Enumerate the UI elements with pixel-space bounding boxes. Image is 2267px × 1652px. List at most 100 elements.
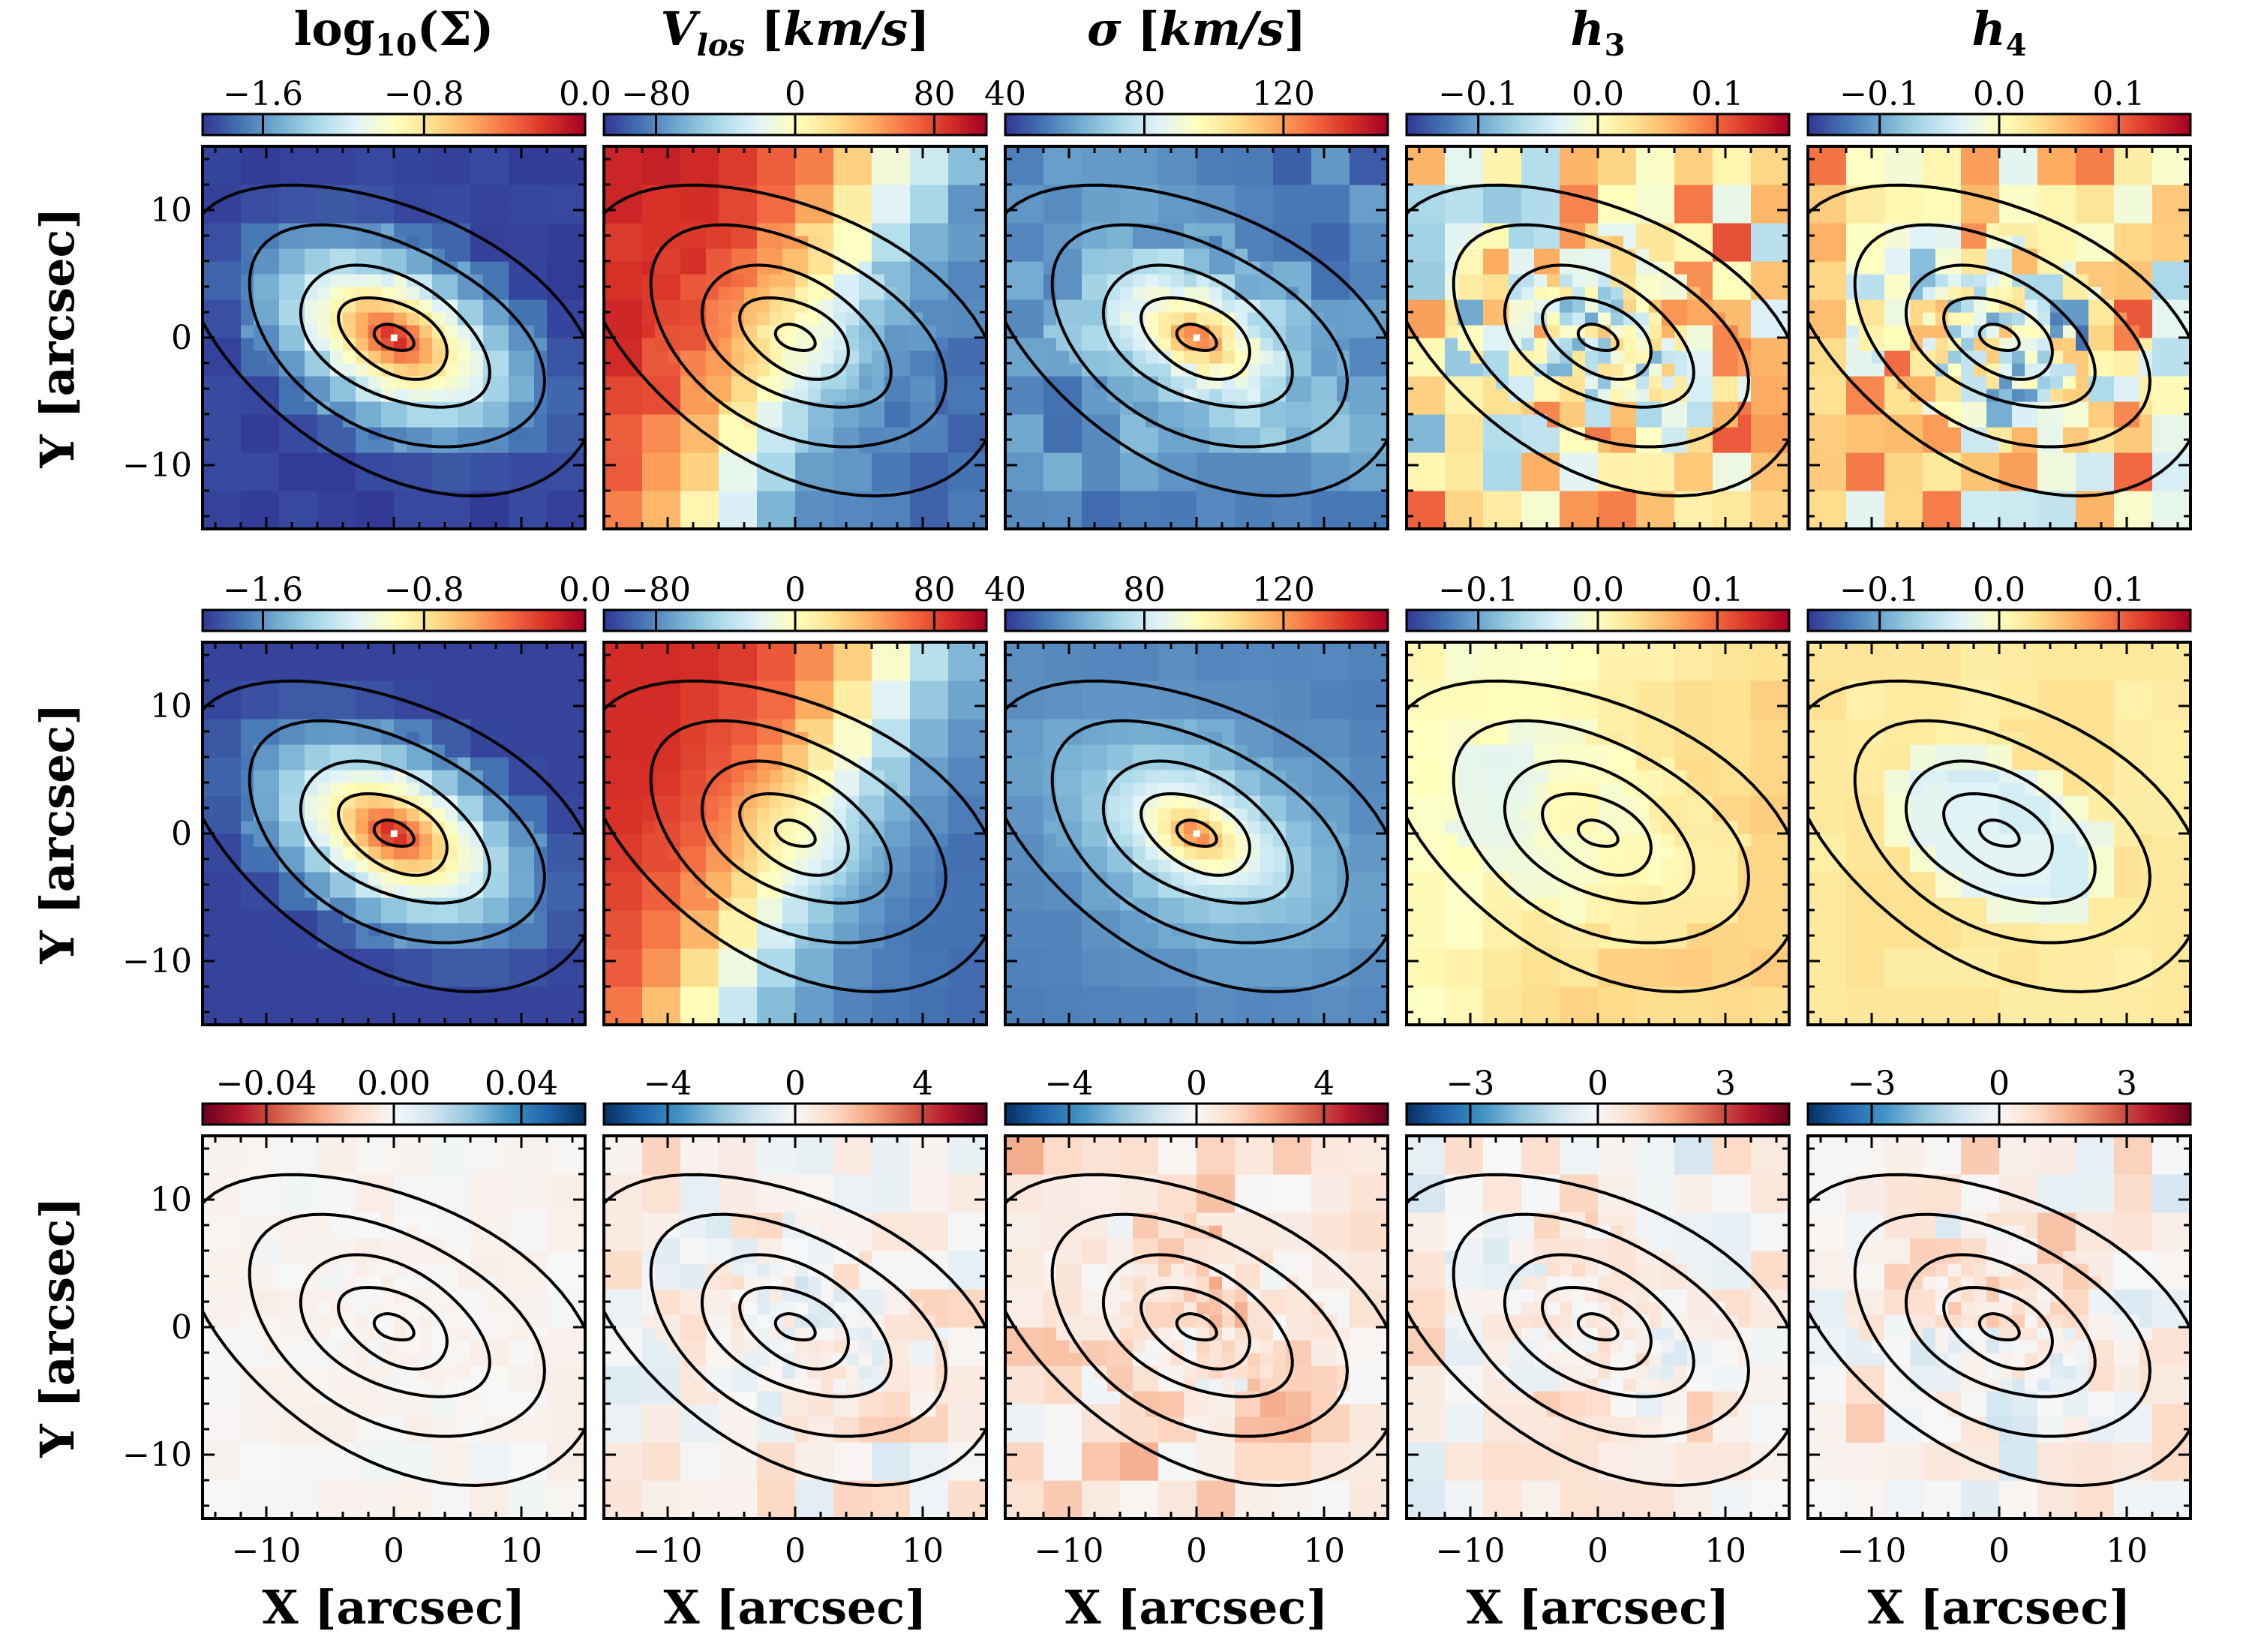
heatmap-cell bbox=[1611, 427, 1624, 440]
heatmap-cell bbox=[1375, 465, 1388, 479]
heatmap-cell bbox=[215, 287, 229, 300]
heatmap-cell bbox=[808, 210, 821, 224]
heatmap-cell bbox=[680, 516, 694, 529]
heatmap-cell bbox=[1776, 299, 1789, 313]
heatmap-cell bbox=[1833, 350, 1847, 364]
heatmap-cell bbox=[1107, 261, 1121, 275]
heatmap-cell bbox=[604, 287, 617, 300]
heatmap-cell bbox=[1725, 465, 1739, 479]
heatmap-cell bbox=[2025, 465, 2038, 479]
heatmap-cell bbox=[1725, 146, 1739, 160]
heatmap-cell bbox=[317, 172, 331, 185]
heatmap-cell bbox=[859, 414, 872, 428]
heatmap-cell bbox=[1069, 248, 1082, 262]
heatmap-cell bbox=[1974, 516, 1987, 529]
heatmap-cell bbox=[1910, 478, 1923, 491]
heatmap-cell bbox=[2025, 478, 2038, 491]
heatmap-cell bbox=[770, 350, 783, 364]
heatmap-cell bbox=[1107, 478, 1121, 491]
heatmap-cell bbox=[419, 503, 433, 517]
heatmap-cell bbox=[1961, 248, 1974, 262]
heatmap-cell bbox=[974, 274, 986, 287]
heatmap-cell bbox=[1521, 197, 1535, 211]
heatmap-cell bbox=[1458, 452, 1471, 466]
heatmap-cell bbox=[368, 274, 382, 287]
heatmap-cell bbox=[961, 146, 974, 160]
heatmap-cell bbox=[1833, 440, 1847, 453]
heatmap-cell bbox=[1738, 338, 1752, 351]
heatmap-cell bbox=[1821, 478, 1834, 491]
heatmap-cell bbox=[2127, 210, 2140, 224]
heatmap-cell bbox=[1120, 210, 1134, 224]
heatmap-cell bbox=[560, 376, 573, 389]
heatmap-cell bbox=[1859, 401, 1872, 415]
heatmap-cell bbox=[1018, 414, 1031, 428]
heatmap-cell bbox=[1547, 248, 1560, 262]
heatmap-cell bbox=[368, 210, 382, 224]
heatmap-cell bbox=[1674, 287, 1688, 300]
heatmap-cell bbox=[317, 376, 331, 389]
heatmap-cell bbox=[1859, 299, 1872, 313]
heatmap-cell bbox=[642, 414, 656, 428]
isophote-contour bbox=[1576, 323, 1620, 352]
heatmap-cell bbox=[1483, 299, 1497, 313]
heatmap-cell bbox=[961, 427, 974, 440]
heatmap-cell bbox=[266, 478, 280, 491]
heatmap-cell bbox=[1509, 401, 1522, 415]
heatmap-cell bbox=[2152, 427, 2166, 440]
heatmap-cell bbox=[795, 146, 809, 160]
heatmap-cell bbox=[1833, 338, 1847, 351]
heatmap-cell bbox=[2165, 248, 2178, 262]
heatmap-cell bbox=[1031, 299, 1044, 313]
heatmap-cell bbox=[1649, 146, 1662, 160]
heatmap-cell bbox=[1043, 197, 1057, 211]
heatmap-cell bbox=[1056, 376, 1070, 389]
heatmap-cell bbox=[923, 146, 936, 160]
heatmap-cell bbox=[483, 274, 497, 287]
heatmap-cell bbox=[1286, 223, 1299, 236]
heatmap-cell bbox=[1999, 172, 2013, 185]
heatmap-cell bbox=[2037, 338, 2051, 351]
heatmap-cell bbox=[317, 465, 331, 479]
heatmap-cell bbox=[1534, 287, 1548, 300]
heatmap-cell bbox=[1986, 210, 2000, 224]
heatmap-cell bbox=[1725, 172, 1739, 185]
heatmap-cell bbox=[2063, 159, 2076, 173]
heatmap-cell bbox=[1260, 491, 1274, 504]
heatmap-cell bbox=[859, 350, 872, 364]
heatmap-cell bbox=[1248, 478, 1261, 491]
heatmap-cell bbox=[509, 401, 522, 415]
heatmap-cell bbox=[1821, 503, 1834, 517]
heatmap-cell bbox=[1362, 427, 1376, 440]
heatmap-cell bbox=[1496, 274, 1509, 287]
heatmap-cell bbox=[1362, 325, 1376, 338]
heatmap-cell bbox=[547, 338, 560, 351]
heatmap-cell bbox=[2152, 248, 2166, 262]
heatmap-cell bbox=[1585, 274, 1599, 287]
heatmap-cell bbox=[719, 389, 732, 402]
heatmap-cell bbox=[1897, 236, 1911, 249]
heatmap-cell bbox=[445, 427, 458, 440]
heatmap-cell bbox=[560, 414, 573, 428]
heatmap-cell bbox=[1018, 427, 1031, 440]
heatmap-cell bbox=[572, 478, 585, 491]
heatmap-cell bbox=[744, 325, 758, 338]
heatmap-cell bbox=[1649, 197, 1662, 211]
heatmap-cell bbox=[2063, 389, 2076, 402]
heatmap-cell bbox=[1069, 414, 1082, 428]
heatmap-cell bbox=[509, 146, 522, 160]
heatmap-cell bbox=[1833, 223, 1847, 236]
heatmap-cell bbox=[1808, 440, 1821, 453]
heatmap-cell bbox=[1470, 312, 1484, 326]
heatmap-cell bbox=[1623, 478, 1637, 491]
heatmap-cell bbox=[2178, 287, 2190, 300]
heatmap-cell bbox=[1445, 516, 1458, 529]
heatmap-cell bbox=[782, 146, 796, 160]
heatmap-cell bbox=[2037, 159, 2051, 173]
heatmap-cell bbox=[948, 491, 962, 504]
heatmap-cell bbox=[279, 338, 293, 351]
heatmap-cell bbox=[782, 414, 796, 428]
heatmap-cell bbox=[719, 325, 732, 338]
heatmap-cell bbox=[241, 401, 254, 415]
